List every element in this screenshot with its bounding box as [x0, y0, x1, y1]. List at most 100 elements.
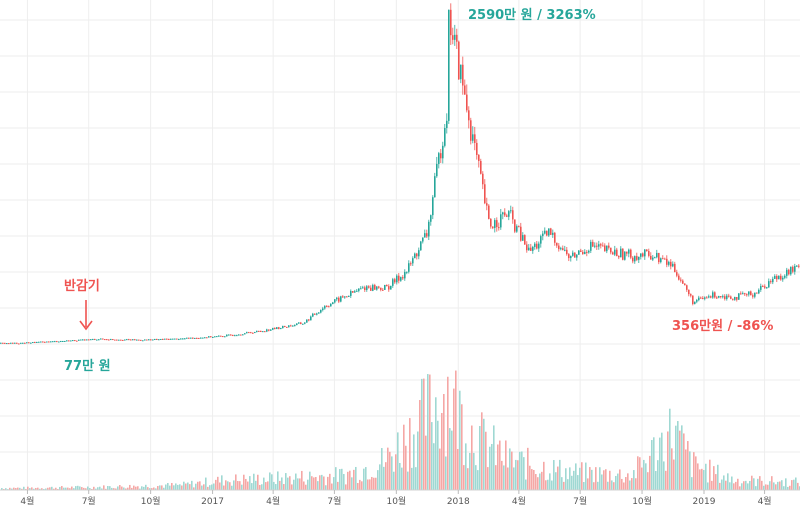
volume-bar — [507, 467, 509, 490]
candle-body — [152, 339, 154, 341]
candle-body — [274, 327, 276, 330]
candle-body — [668, 261, 670, 265]
volume-bar — [367, 479, 369, 490]
candle-body — [754, 292, 756, 297]
volume-bar — [93, 486, 95, 490]
volume-bar — [291, 484, 293, 490]
volume-bar — [577, 475, 579, 490]
peak-price-annotation: 2590만 원 / 3263% — [468, 7, 596, 23]
candle-body — [82, 339, 84, 341]
volume-bar — [381, 448, 383, 490]
volume-bar — [175, 483, 177, 490]
volume-bar — [163, 487, 165, 490]
x-tick-label: 7월 — [82, 495, 96, 507]
candle-body — [342, 296, 344, 298]
volume-bar — [287, 477, 289, 490]
volume-bar — [423, 378, 425, 490]
candle-body — [258, 330, 260, 332]
candle-body — [80, 339, 82, 341]
volume-bar — [327, 476, 329, 490]
candle-body — [600, 244, 602, 246]
volume-bar — [611, 480, 613, 490]
candles — [0, 3, 800, 345]
volume-bar — [103, 485, 105, 490]
candle-body — [518, 226, 520, 228]
candle-body — [392, 279, 394, 286]
volume-bar — [433, 443, 435, 490]
volume-bar — [231, 485, 233, 490]
x-axis-ticks: 4월 7월 10월 2017 4월 7월 10월 2018 4월 7월 10월 2019 4월 — [20, 490, 772, 507]
volume-bar — [619, 469, 621, 490]
candle-body — [684, 283, 686, 286]
volume-bar — [9, 487, 11, 490]
volume-bar — [257, 474, 259, 490]
volume-bar — [319, 475, 321, 490]
volume-bar — [561, 477, 563, 490]
candle-body — [194, 337, 196, 339]
candle-body — [396, 275, 398, 283]
candle-body — [758, 289, 760, 294]
candle-body — [62, 341, 64, 343]
volume-bar — [713, 466, 715, 490]
volume-bar — [161, 485, 163, 490]
volume-bar — [47, 487, 49, 490]
candle-body — [104, 339, 106, 341]
candle-body — [672, 263, 674, 267]
volume-bar — [383, 466, 385, 490]
volume-bar — [387, 447, 389, 490]
volume-bar — [63, 487, 65, 490]
candle-body — [710, 296, 712, 298]
candle-body — [332, 302, 334, 305]
volume-bar — [583, 482, 585, 490]
volume-bar — [329, 473, 331, 490]
candle-body — [14, 342, 16, 344]
volume-bar — [483, 418, 485, 490]
volume-bar — [253, 473, 255, 490]
volume-bar — [405, 445, 407, 490]
volume-bar — [555, 472, 557, 490]
volume-bar — [295, 473, 297, 490]
volume-bar — [105, 488, 107, 490]
volume-bar — [197, 481, 199, 490]
volume-bar — [221, 475, 223, 490]
candle-body — [184, 338, 186, 340]
candle-body — [496, 220, 498, 228]
candle-body — [768, 281, 770, 288]
candle-body — [252, 332, 254, 334]
candle-body — [320, 309, 322, 313]
volume-bar — [11, 488, 13, 490]
volume-bar — [539, 473, 541, 490]
volume-bar — [321, 474, 323, 490]
candle-body — [270, 329, 272, 331]
volume-bar — [389, 451, 391, 490]
volume-bar — [185, 483, 187, 490]
candle-body — [272, 327, 274, 330]
volume-bar — [233, 480, 235, 490]
volume-bar — [111, 487, 113, 490]
volume-bar — [775, 484, 777, 490]
x-tick-label: 7월 — [327, 495, 341, 507]
volume-bar — [293, 479, 295, 490]
candle-body — [220, 335, 222, 337]
candle-body — [750, 291, 752, 296]
candle-body — [744, 293, 746, 295]
candle-body — [502, 212, 504, 215]
volume-bar — [73, 488, 75, 490]
candle-body — [124, 339, 126, 341]
volume-bar — [147, 487, 149, 490]
volume-bar — [309, 471, 311, 490]
volume-bar — [533, 469, 535, 490]
candle-body — [556, 242, 558, 246]
candle-body — [620, 248, 622, 258]
volume-bar — [341, 468, 343, 490]
volume-bar — [55, 487, 57, 490]
candle-body — [764, 286, 766, 288]
candle-body — [562, 248, 564, 251]
candle-body — [186, 337, 188, 339]
volume-bar — [671, 448, 673, 490]
volume-bar — [247, 481, 249, 490]
volume-bar — [777, 481, 779, 490]
candle-body — [254, 332, 256, 334]
candle-body — [790, 266, 792, 275]
volume-bar — [625, 477, 627, 490]
